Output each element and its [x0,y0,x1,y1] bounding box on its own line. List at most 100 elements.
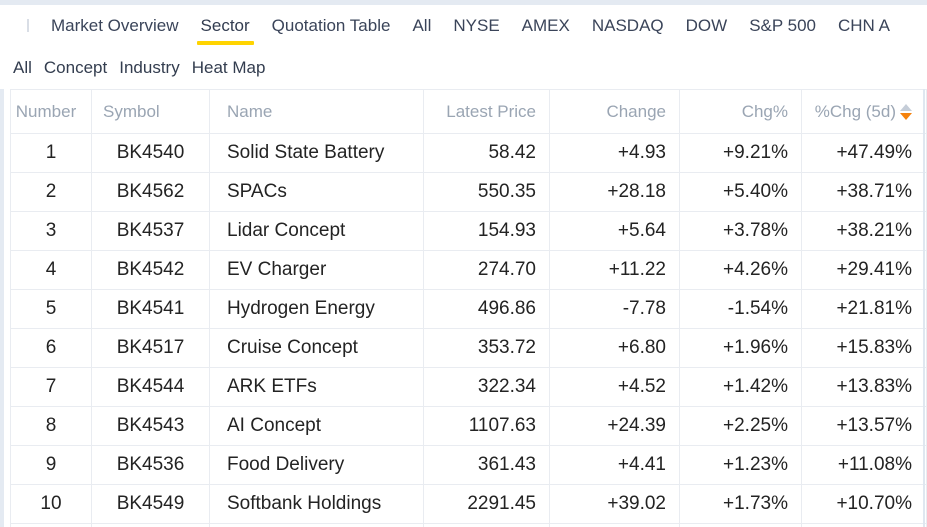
row-chg-5d: +13.57% [802,407,927,446]
row-latest-price: 58.42 [424,134,550,173]
primary-nav-item-dow[interactable]: DOW [685,15,728,35]
row-number: 2 [10,173,92,212]
row-latest-price [424,524,550,527]
row-latest-price: 1107.63 [424,407,550,446]
top-edge-strip [0,0,927,5]
row-latest-price: 496.86 [424,290,550,329]
table-body: 1 BK4540 Solid State Battery 58.42 +4.93… [10,134,927,527]
sort-icon[interactable] [900,103,912,120]
column-header-latest-price[interactable]: Latest Price [424,90,550,134]
table-row[interactable]: 1 BK4540 Solid State Battery 58.42 +4.93… [10,134,927,173]
row-chg-pct: +2.25% [680,407,802,446]
row-name [210,524,424,527]
primary-nav-item-all[interactable]: All [412,15,432,35]
row-chg-5d: +38.71% [802,173,927,212]
table-row[interactable]: 4 BK4542 EV Charger 274.70 +11.22 +4.26%… [10,251,927,290]
row-number: 9 [10,446,92,485]
right-edge-strip [923,89,925,527]
row-change: +4.93 [550,134,680,173]
primary-nav-item-quotation-table[interactable]: Quotation Table [271,15,391,35]
row-number: 6 [10,329,92,368]
row-change: +4.41 [550,446,680,485]
row-chg-pct: +1.73% [680,485,802,524]
row-number: 8 [10,407,92,446]
column-header-chg-pct[interactable]: Chg% [680,90,802,134]
primary-nav-item-chn-a[interactable]: CHN A [837,15,890,35]
row-chg-pct: +4.26% [680,251,802,290]
table-row[interactable]: 5 BK4541 Hydrogen Energy 496.86 -7.78 -1… [10,290,927,329]
table-row[interactable]: 2 BK4562 SPACs 550.35 +28.18 +5.40% +38.… [10,173,927,212]
table-row[interactable]: 10 BK4549 Softbank Holdings 2291.45 +39.… [10,485,927,524]
row-latest-price: 274.70 [424,251,550,290]
column-header-symbol[interactable]: Symbol [92,90,210,134]
row-chg-pct: +1.42% [680,368,802,407]
secondary-nav-item-all[interactable]: All [13,57,32,77]
row-latest-price: 2291.45 [424,485,550,524]
row-chg-pct: +3.78% [680,212,802,251]
secondary-nav-item-industry[interactable]: Industry [119,57,180,77]
row-symbol: BK4542 [92,251,210,290]
row-latest-price: 361.43 [424,446,550,485]
row-chg-5d: +11.08% [802,446,927,485]
column-header-change[interactable]: Change [550,90,680,134]
row-symbol: BK4537 [92,212,210,251]
row-number: 3 [10,212,92,251]
row-chg-5d: +15.83% [802,329,927,368]
column-header-name[interactable]: Name [210,90,424,134]
column-header-label: Number [15,101,77,121]
row-change: +11.22 [550,251,680,290]
row-symbol: BK4540 [92,134,210,173]
row-number: 5 [10,290,92,329]
primary-nav-item-market-overview[interactable]: Market Overview [51,15,179,35]
row-number: 4 [10,251,92,290]
primary-nav-item-sector[interactable]: Sector [196,15,254,45]
row-chg-5d: +47.49% [802,134,927,173]
secondary-nav-item-concept[interactable]: Concept [43,57,108,77]
row-symbol [92,524,210,527]
row-number: 10 [10,485,92,524]
row-name: Softbank Holdings [210,485,424,524]
column-header-label: %Chg (5d) [814,101,896,121]
table-row[interactable]: 6 BK4517 Cruise Concept 353.72 +6.80 +1.… [10,329,927,368]
table-row[interactable]: 8 BK4543 AI Concept 1107.63 +24.39 +2.25… [10,407,927,446]
sort-asc-arrow-icon [900,103,912,111]
row-chg-5d: +29.41% [802,251,927,290]
row-name: Hydrogen Energy [210,290,424,329]
column-header-number[interactable]: Number [10,90,92,134]
table-row[interactable]: 3 BK4537 Lidar Concept 154.93 +5.64 +3.7… [10,212,927,251]
row-name: EV Charger [210,251,424,290]
column-header-label: Change [606,101,666,121]
primary-nav-item-s-p-500[interactable]: S&P 500 [749,15,816,35]
row-symbol: BK4517 [92,329,210,368]
primary-nav-item-nyse[interactable]: NYSE [453,15,500,35]
sort-desc-arrow-icon [900,112,912,120]
row-chg-pct: +9.21% [680,134,802,173]
row-change: +4.52 [550,368,680,407]
row-name: AI Concept [210,407,424,446]
row-symbol: BK4543 [92,407,210,446]
row-chg-pct: -1.54% [680,290,802,329]
row-symbol: BK4562 [92,173,210,212]
row-latest-price: 550.35 [424,173,550,212]
column-header-label: Chg% [741,101,788,121]
row-name: Solid State Battery [210,134,424,173]
column-header-chg-5d[interactable]: %Chg (5d) [802,90,927,134]
secondary-nav-item-heat-map[interactable]: Heat Map [191,57,266,77]
row-latest-price: 322.34 [424,368,550,407]
row-change: -7.78 [550,290,680,329]
primary-nav: Market Overview Sector Quotation Table All N… [0,5,927,47]
primary-nav-item-amex[interactable]: AMEX [521,15,570,35]
row-symbol: BK4544 [92,368,210,407]
row-name: Lidar Concept [210,212,424,251]
row-symbol: BK4549 [92,485,210,524]
column-header-label: Latest Price [446,101,536,121]
row-name: Cruise Concept [210,329,424,368]
row-name: ARK ETFs [210,368,424,407]
table-row[interactable]: 9 BK4536 Food Delivery 361.43 +4.41 +1.2… [10,446,927,485]
row-chg-5d: +10.70% [802,485,927,524]
table-row[interactable]: 7 BK4544 ARK ETFs 322.34 +4.52 +1.42% +1… [10,368,927,407]
row-symbol: BK4541 [92,290,210,329]
column-header-label: Name [227,101,273,121]
sector-table: Number Symbol Name Latest Price Change C… [10,89,927,527]
primary-nav-item-nasdaq[interactable]: NASDAQ [591,15,664,35]
